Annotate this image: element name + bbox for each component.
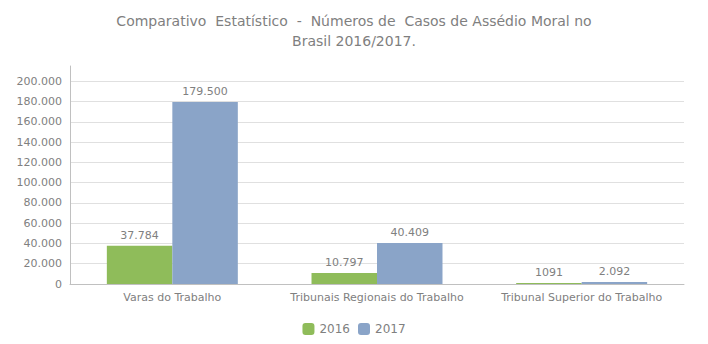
svg-text:60.000: 60.000	[24, 217, 63, 230]
svg-text:37.784: 37.784	[120, 229, 159, 242]
svg-text:140.000: 140.000	[17, 136, 63, 149]
svg-text:Brasil 2016/2017.: Brasil 2016/2017.	[292, 33, 416, 49]
svg-text:179.500: 179.500	[182, 85, 228, 98]
svg-text:200.000: 200.000	[17, 75, 63, 88]
svg-text:40.409: 40.409	[390, 226, 429, 239]
svg-text:Tribunal Superior do Trabalho: Tribunal Superior do Trabalho	[500, 291, 662, 304]
svg-text:1091: 1091	[535, 266, 563, 279]
svg-text:100.000: 100.000	[17, 176, 63, 189]
svg-text:160.000: 160.000	[17, 115, 63, 128]
svg-text:2016: 2016	[319, 322, 350, 336]
svg-text:2017: 2017	[375, 322, 406, 336]
svg-text:120.000: 120.000	[17, 156, 63, 169]
svg-text:2.092: 2.092	[599, 265, 631, 278]
svg-text:10.797: 10.797	[325, 256, 364, 269]
svg-text:0: 0	[55, 278, 62, 291]
svg-text:80.000: 80.000	[24, 196, 63, 209]
svg-text:20.000: 20.000	[24, 257, 63, 270]
svg-text:Varas do Trabalho: Varas do Trabalho	[123, 291, 221, 304]
svg-text:Tribunais Regionais do Trabalh: Tribunais Regionais do Trabalho	[289, 291, 464, 304]
svg-text:Comparativo Estatístico - N: Comparativo Estatístico - Números de Cas…	[116, 13, 591, 29]
svg-text:180.000: 180.000	[17, 95, 63, 108]
svg-text:40.000: 40.000	[24, 237, 63, 250]
